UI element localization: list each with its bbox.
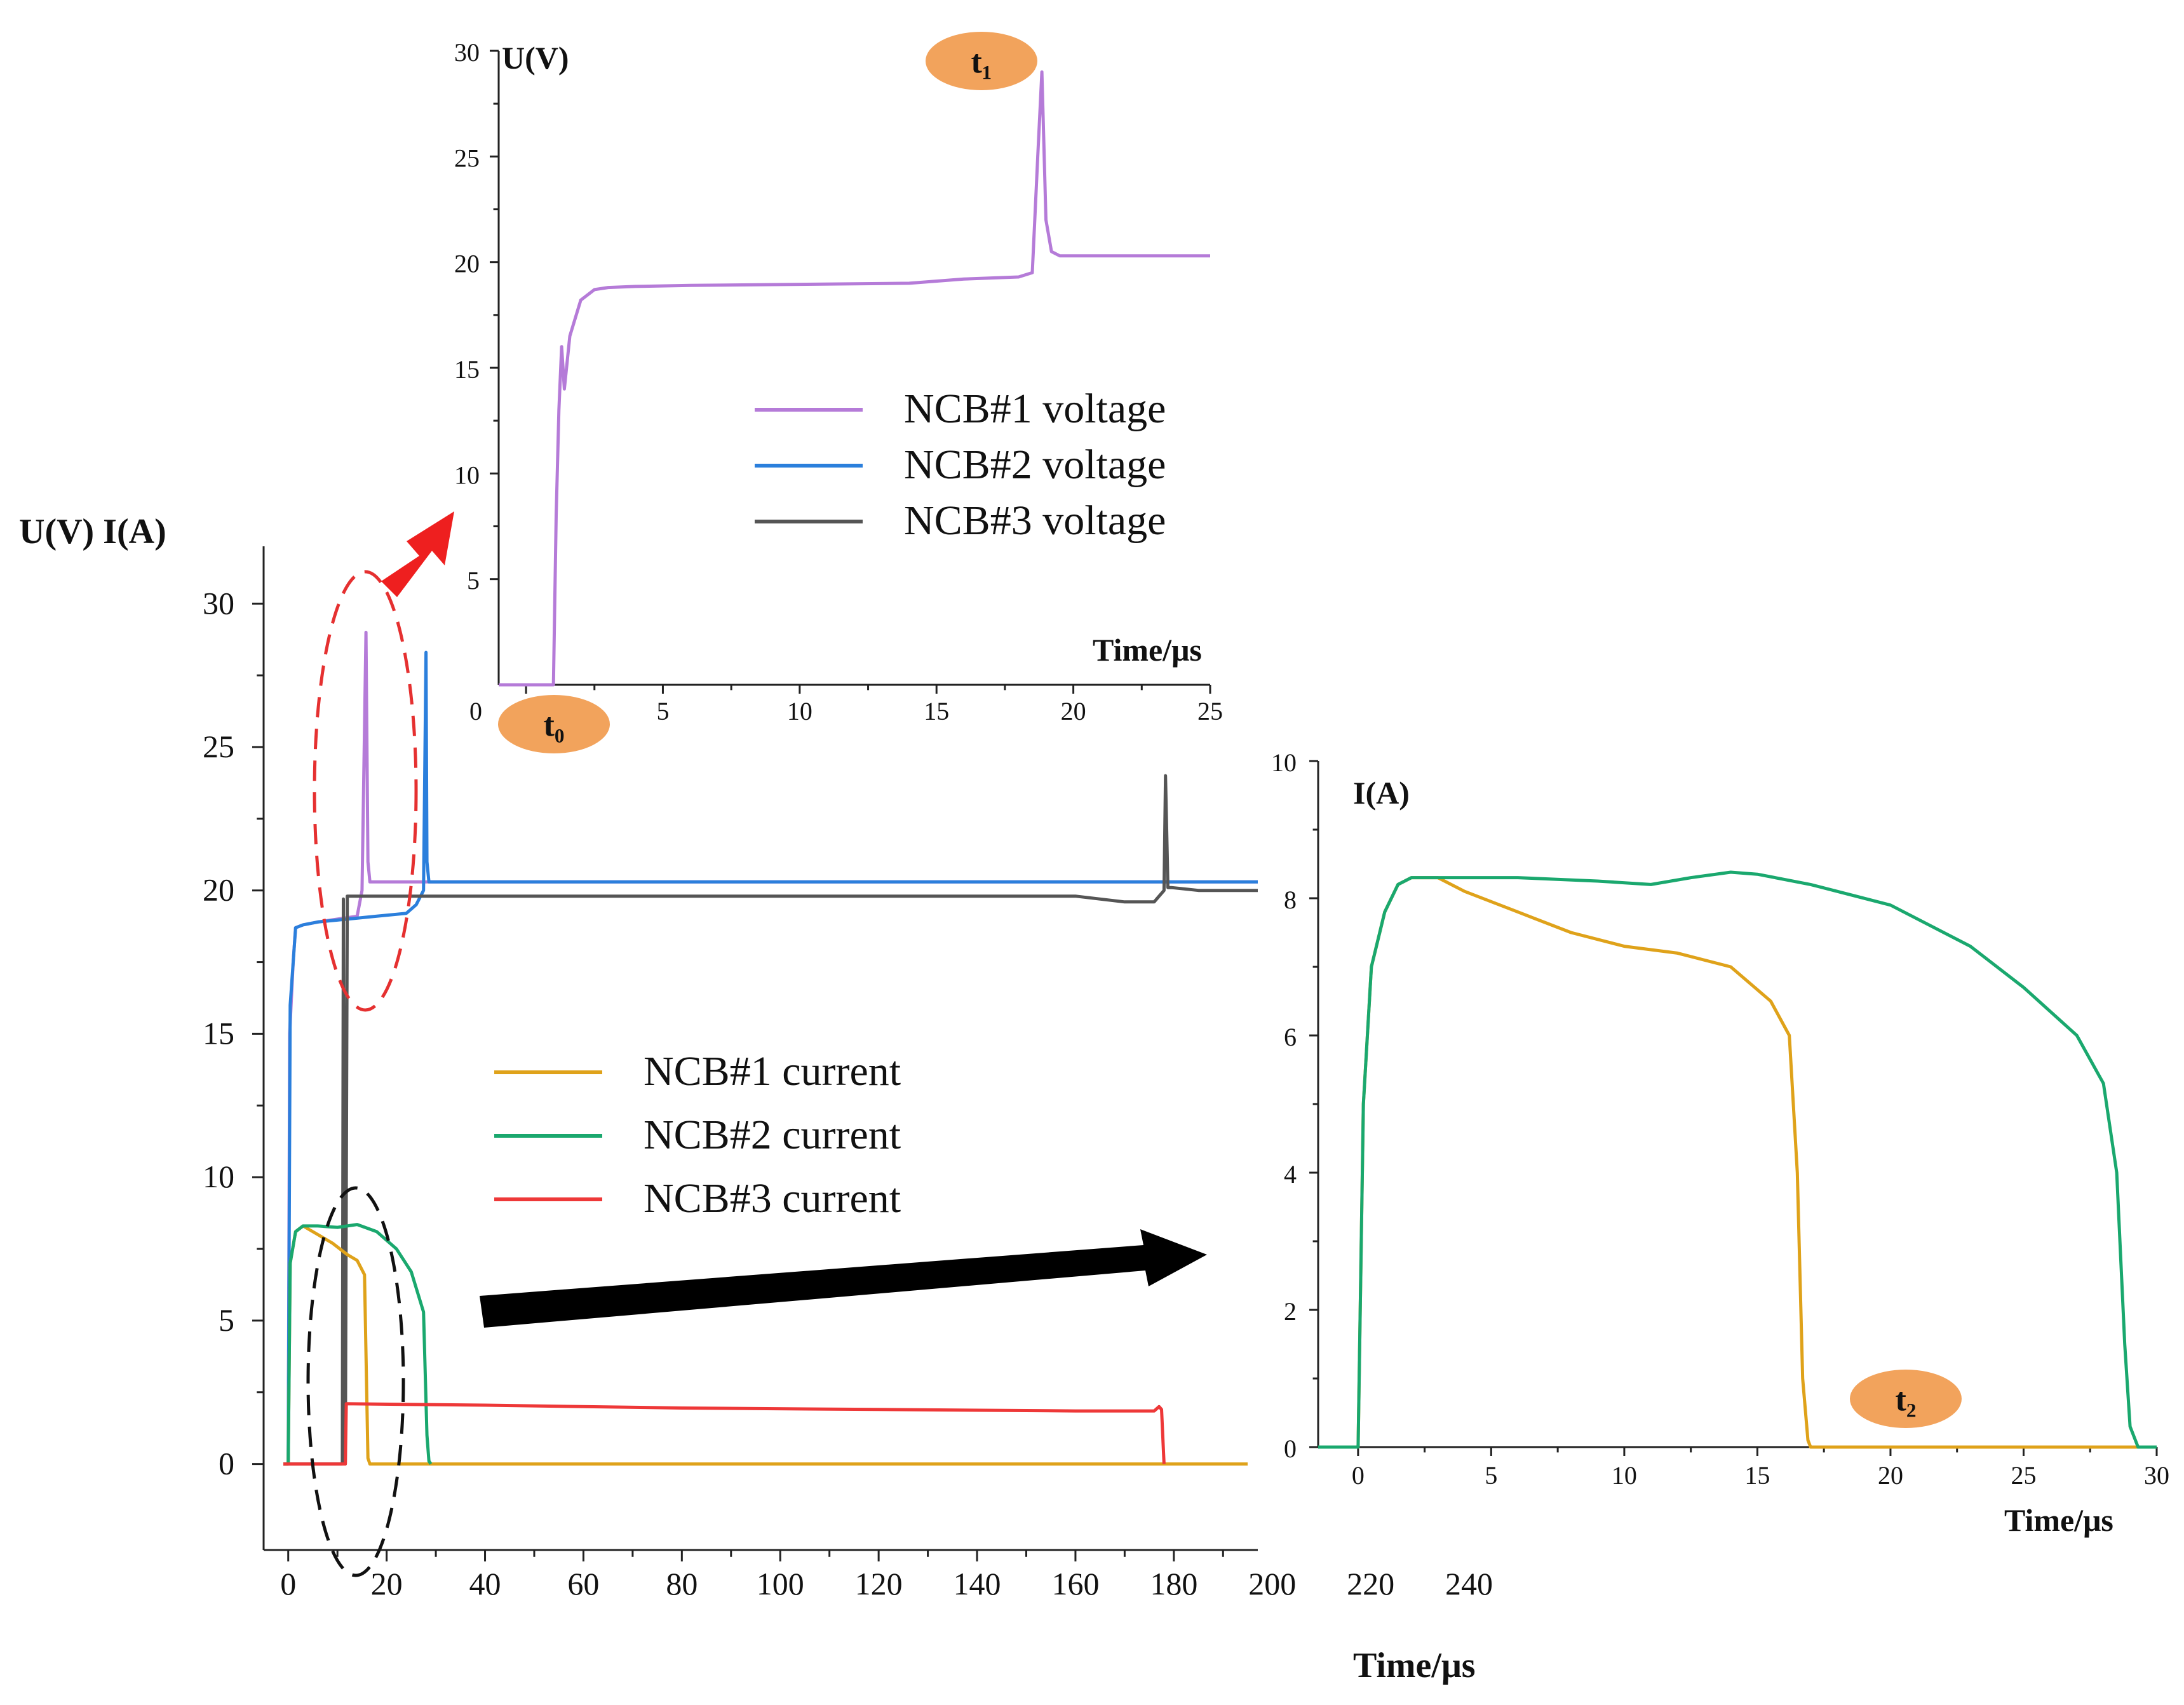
legend-label-ncb-3-voltage: NCB#3 voltage [904, 497, 1166, 544]
current-inset-y-tick-label: 4 [1284, 1160, 1297, 1189]
black-arrow [480, 1229, 1207, 1328]
legend-label-ncb-1-current: NCB#1 current [644, 1048, 901, 1095]
voltage-inset-x-tick-label: 10 [787, 697, 812, 725]
main-series-ncb-2-voltage [283, 650, 1272, 1466]
main-x-tick-label: 200 [1248, 1566, 1296, 1601]
main-chart: 0 20 40 60 80 100 120 140 160 180 200 220 2400510152… [19, 512, 1518, 1685]
main-y-tick-label: 15 [203, 1015, 234, 1051]
legend-label-ncb-2-voltage: NCB#2 voltage [904, 441, 1166, 488]
main-x-tick-label: 240 [1445, 1566, 1493, 1601]
main-y-tick-label: 5 [219, 1302, 234, 1338]
current-inset-x-tick-label: 25 [2011, 1461, 2036, 1490]
t1-label: t₁ [971, 44, 992, 80]
main-y-tick-label: 20 [203, 872, 234, 908]
main-series-ncb-2-current [283, 1223, 433, 1466]
voltage-inset-y-title: U(V) [502, 40, 569, 76]
voltage-inset-y-tick-label: 10 [454, 461, 480, 489]
main-y-tick-label: 30 [203, 585, 234, 621]
current-inset-series [1318, 870, 2157, 1449]
main-x-tick-label: 40 [469, 1566, 501, 1601]
voltage-inset-y-tick-label: 20 [454, 250, 480, 278]
t1-badge: t₁ [926, 32, 1037, 90]
main-x-tick-label: 160 [1051, 1566, 1099, 1601]
main-series-ncb-3-current [283, 1402, 1166, 1466]
time-badges: t₀ t₁ t₂ [498, 32, 1962, 1428]
red-highlight-ellipse [313, 570, 418, 1012]
voltage-inset-x-tick-label: 20 [1061, 697, 1086, 725]
current-inset-x-tick-label: 30 [2144, 1461, 2169, 1490]
current-inset-x-tick-label: 10 [1612, 1461, 1637, 1490]
voltage-inset-y-tick-label: 5 [467, 567, 480, 595]
voltage-inset-chart: 0510152025510152025300 U(V) Time/μs NCB#… [454, 38, 1251, 725]
legend-label-ncb-2-current: NCB#2 current [644, 1112, 901, 1158]
voltage-inset-background [476, 38, 1251, 692]
voltage-inset-x-tick-label: 5 [656, 697, 669, 725]
current-inset-y-tick-label: 6 [1284, 1023, 1297, 1051]
main-y-title: U(V) I(A) [19, 512, 166, 551]
current-inset-x-tick-label: 0 [1352, 1461, 1365, 1490]
main-x-tick-label: 100 [757, 1566, 804, 1601]
current-inset-chart: 0 5 10 15 20 25 30 0 2 4 6 8 10 I(A) Time/μs [1258, 737, 2179, 1569]
main-axes: 0 20 40 60 80 100 120 140 160 180 200 220 2400510152… [203, 546, 1518, 1601]
current-inset-y-tick-label: 0 [1284, 1434, 1297, 1463]
voltage-inset-origin-label: 0 [469, 697, 482, 725]
current-inset-y-tick-label: 2 [1284, 1297, 1297, 1326]
current-inset-y-tick-label: 8 [1284, 886, 1297, 914]
voltage-inset-x-tick-label: 25 [1197, 697, 1223, 725]
voltage-inset-x-tick-label: 15 [924, 697, 949, 725]
red-arrow [381, 511, 454, 597]
current-inset-x-title: Time/μs [2004, 1502, 2113, 1538]
voltage-inset-y-tick-label: 30 [454, 38, 480, 67]
voltage-inset-series [499, 70, 1210, 687]
t1-badge-shape [926, 32, 1037, 90]
main-x-tick-label: 140 [954, 1566, 1001, 1601]
callouts [306, 511, 1207, 1577]
current-inset-x-tick-label: 15 [1744, 1461, 1770, 1490]
main-x-tick-label: 60 [567, 1566, 599, 1601]
main-x-tick-label: 80 [666, 1566, 698, 1601]
t2-badge-shape [1850, 1370, 1962, 1428]
main-series [283, 630, 1272, 1466]
t2-badge: t₂ [1850, 1370, 1962, 1428]
voltage-inset-x-title: Time/μs [1093, 632, 1202, 668]
voltage-inset-series-ncb-1-voltage [499, 70, 1210, 687]
current-inset-x-tick-label: 5 [1485, 1461, 1497, 1490]
t2-label: t₂ [1896, 1382, 1917, 1418]
main-x-tick-label: 220 [1347, 1566, 1394, 1601]
current-inset-series-ncb-2-current [1318, 870, 2157, 1449]
main-legend: NCB#1 current NCB#2 current NCB#3 current [494, 1048, 901, 1222]
main-x-tick-label: 0 [280, 1566, 296, 1601]
current-inset-axes: 0 5 10 15 20 25 30 0 2 4 6 8 10 [1271, 748, 2169, 1490]
main-x-tick-label: 180 [1150, 1566, 1197, 1601]
main-x-tick-label: 120 [855, 1566, 903, 1601]
current-inset-y-title: I(A) [1353, 775, 1410, 811]
main-y-tick-label: 10 [203, 1159, 234, 1194]
main-x-tick-label: 20 [371, 1566, 403, 1601]
t0-badge: t₀ [498, 695, 610, 753]
black-highlight-ellipse [306, 1186, 405, 1577]
legend-label-ncb-3-current: NCB#3 current [644, 1175, 901, 1222]
voltage-inset-y-tick-label: 25 [454, 144, 480, 172]
current-inset-background [1258, 737, 2179, 1569]
legend-label-ncb-1-voltage: NCB#1 voltage [904, 386, 1166, 432]
voltage-inset-y-tick-label: 15 [454, 355, 480, 384]
main-y-tick-label: 0 [219, 1446, 234, 1481]
current-inset-x-tick-label: 20 [1878, 1461, 1903, 1490]
main-x-title: Time/μs [1353, 1646, 1476, 1685]
t0-badge-shape [498, 695, 610, 753]
t0-label: t₀ [544, 707, 565, 743]
main-y-tick-label: 25 [203, 729, 234, 764]
voltage-inset-legend: NCB#1 voltage NCB#2 voltage NCB#3 voltage [755, 386, 1166, 544]
current-inset-y-tick-label: 10 [1271, 748, 1297, 777]
